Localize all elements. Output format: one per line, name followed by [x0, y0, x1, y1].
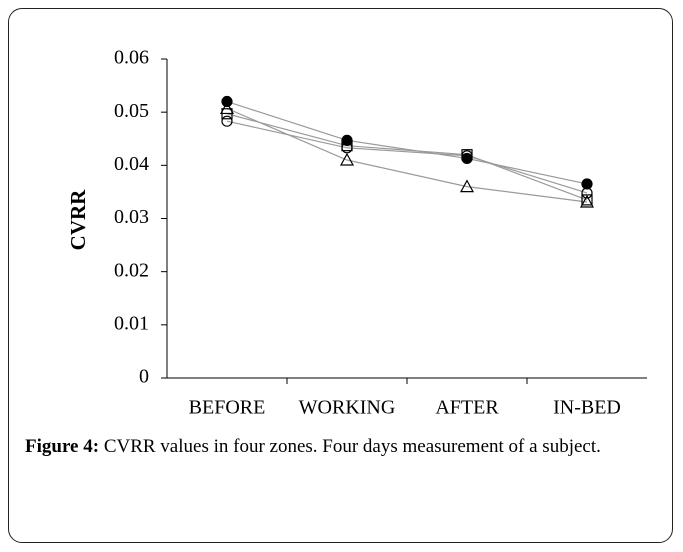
y-tick-label: 0 — [139, 366, 149, 388]
marker — [461, 152, 473, 165]
marker — [339, 152, 355, 166]
y-tick-label: 0.06 — [114, 47, 149, 69]
marker — [579, 194, 595, 208]
marker — [581, 178, 593, 190]
y-axis-label: CVRR — [66, 189, 90, 250]
series-line — [226, 107, 588, 203]
x-tick-label: AFTER — [435, 397, 499, 419]
x-tick-label: WORKING — [299, 397, 396, 419]
caption-label: Figure 4: — [25, 436, 100, 457]
chart: CVRR 0 0.01 0.02 0.03 0.04 0.05 0.06 BEFORE WORK… — [66, 47, 647, 419]
y-tick-label: 0.04 — [114, 153, 149, 175]
x-tick-label: BEFORE — [189, 397, 266, 419]
y-tick-label: 0.01 — [114, 312, 149, 334]
caption-text: CVRR values in four zones. Four days mea… — [103, 436, 601, 457]
marker — [219, 101, 235, 115]
series-line — [226, 113, 588, 201]
y-tick-label: 0.03 — [114, 206, 149, 228]
marker — [459, 179, 475, 193]
x-tick-label: IN-BED — [553, 397, 621, 419]
marker — [221, 115, 233, 127]
marker — [461, 150, 473, 162]
figure-frame — [8, 8, 673, 543]
y-tick-label: 0.02 — [114, 259, 149, 281]
caption: Figure 4: CVRR values in four zones. Fou… — [25, 433, 657, 461]
y-tick-label: 0.05 — [114, 100, 149, 122]
marker — [581, 187, 593, 199]
series-line — [226, 100, 588, 185]
